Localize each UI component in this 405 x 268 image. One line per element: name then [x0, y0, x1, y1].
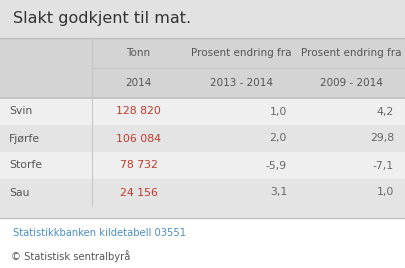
Text: 2009 - 2014: 2009 - 2014	[320, 78, 383, 88]
Text: 78 732: 78 732	[119, 161, 158, 170]
Text: 1,0: 1,0	[377, 188, 394, 198]
Text: 4,2: 4,2	[377, 106, 394, 117]
Text: 2,0: 2,0	[270, 133, 287, 143]
Text: Fjørfe: Fjørfe	[9, 133, 40, 143]
Bar	[0, 38, 405, 68]
Text: © Statistisk sentralbyrå: © Statistisk sentralbyrå	[11, 250, 130, 262]
Text: Prosent endring fra: Prosent endring fra	[191, 48, 292, 58]
Text: 1,0: 1,0	[270, 106, 287, 117]
Bar	[0, 68, 405, 98]
Bar	[0, 125, 405, 152]
Text: 2014: 2014	[125, 78, 152, 88]
Text: 106 084: 106 084	[116, 133, 161, 143]
Text: Tonn: Tonn	[126, 48, 151, 58]
Text: Statistikkbanken kildetabell 03551: Statistikkbanken kildetabell 03551	[13, 228, 186, 237]
Text: 3,1: 3,1	[270, 188, 287, 198]
Bar	[0, 220, 405, 268]
Text: 128 820: 128 820	[116, 106, 161, 117]
Bar	[0, 0, 405, 38]
Text: 2013 - 2014: 2013 - 2014	[210, 78, 273, 88]
Text: Prosent endring fra: Prosent endring fra	[301, 48, 402, 58]
Text: Storfe: Storfe	[9, 161, 42, 170]
Text: -5,9: -5,9	[266, 161, 287, 170]
Bar	[0, 179, 405, 206]
Text: -7,1: -7,1	[373, 161, 394, 170]
Text: Sau: Sau	[9, 188, 30, 198]
Bar	[0, 98, 405, 125]
Text: Svin: Svin	[9, 106, 32, 117]
Text: 24 156: 24 156	[119, 188, 158, 198]
Bar	[0, 206, 405, 218]
Text: 29,8: 29,8	[370, 133, 394, 143]
Bar	[0, 152, 405, 179]
Text: Slakt godkjent til mat.: Slakt godkjent til mat.	[13, 12, 191, 27]
